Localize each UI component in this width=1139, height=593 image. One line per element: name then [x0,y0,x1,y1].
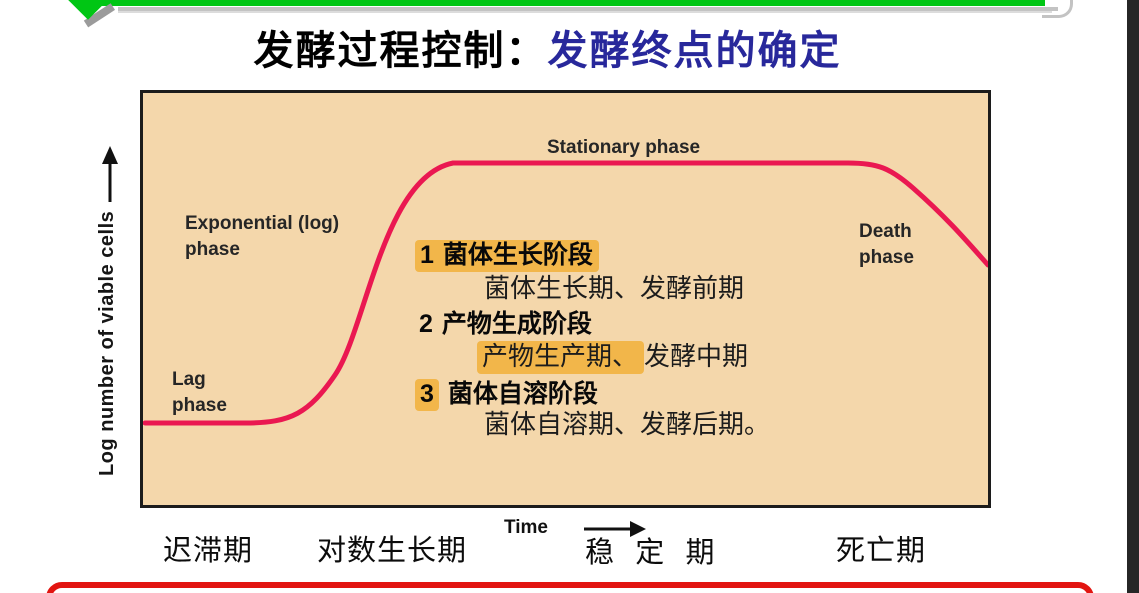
exponential-phase-label: Exponential (log) phase [185,213,340,260]
growth-curve-chart: Stationary phase Exponential (log) phase… [140,90,991,508]
stationary-phase-label: Stationary phase [547,137,701,158]
banner-shadow-bar-light [118,11,1052,13]
title-black-part: 发酵过程控制： [253,29,548,73]
y-axis-arrow-icon [102,146,118,202]
note-2-heading: 2 产物生成阶段 [419,310,592,338]
bottom-red-box [46,582,1094,593]
note-3-subtext: 菌体自溶期、发酵后期。 [484,410,771,439]
x-phase-death: 死亡期 [836,535,927,567]
title-blue-part: 发酵终点的确定 [547,29,842,73]
x-phase-stationary: 稳 定 期 [585,537,716,569]
y-axis-label: Log number of viable cells [96,210,118,476]
banner-corner-curve [1042,0,1073,18]
time-axis-label: Time [504,517,549,538]
page-title: 发酵过程控制：发酵终点的确定 [0,18,1095,76]
growth-curve [143,160,988,426]
note-2-subtext-highlight: 产物生产期、 [477,341,645,374]
right-black-sidebar [1127,0,1139,593]
lag-phase-label: Lag phase [172,369,227,416]
death-phase-label: Death phase [859,221,914,268]
banner-shadow-bar [118,7,1058,11]
note-1-heading: 1 菌体生长阶段 [415,240,599,272]
banner-green-bar [100,0,1045,6]
note-1-subtext: 菌体生长期、发酵前期 [484,274,745,303]
note-2-subtext: 产物生产期、 发酵中期 [477,341,748,374]
x-phase-log: 对数生长期 [317,535,468,567]
time-axis-arrow-icon [584,521,646,537]
x-phase-lag: 迟滞期 [163,535,254,567]
note-3-heading: 3 菌体自溶阶段 [415,379,598,411]
